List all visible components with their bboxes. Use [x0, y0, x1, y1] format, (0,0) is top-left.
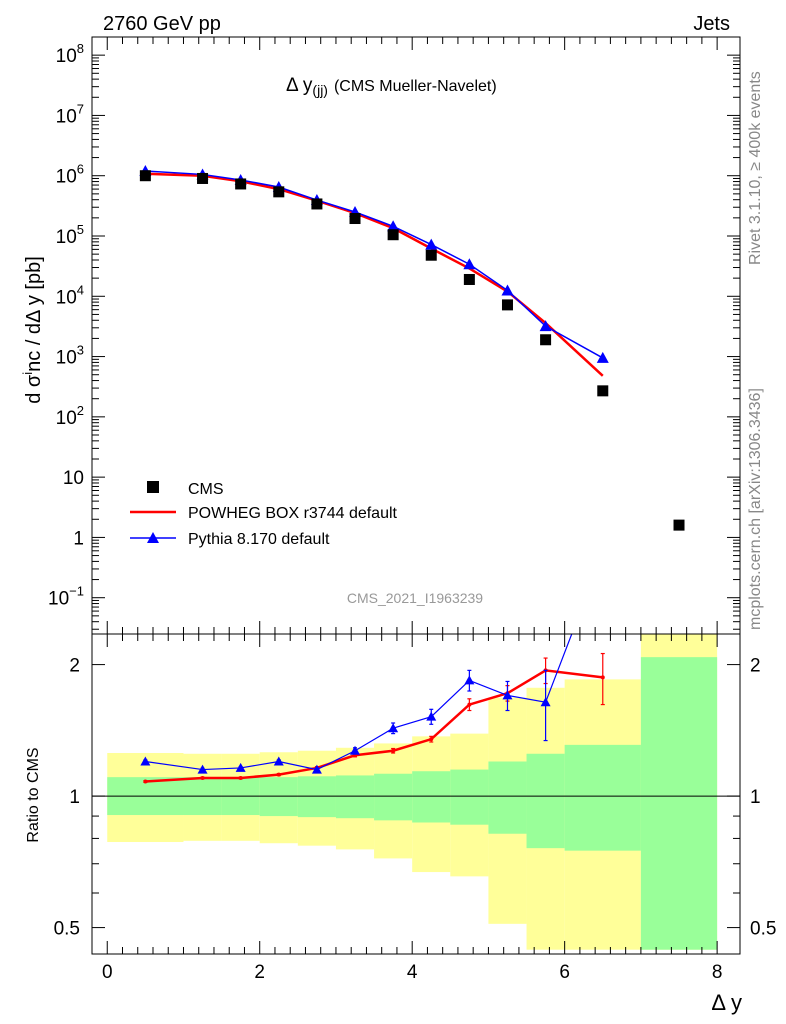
main-ytick-label: 108: [56, 41, 84, 67]
ratio-xtick-label: 0: [102, 962, 113, 983]
rivet-label: Rivet 3.1.10, ≥ 400k events: [747, 71, 764, 265]
ratio-ytick-label-right: 1: [750, 787, 761, 808]
pythia-ratio-point: [502, 690, 513, 700]
band-inner: [450, 769, 489, 825]
title-rest: (CMS Mueller-Navelet): [334, 78, 497, 95]
ratio-ytick-label: 2: [69, 656, 80, 677]
legend-marker-cms: [147, 481, 159, 493]
ratio-xtick-label: 2: [254, 962, 265, 983]
band-inner: [335, 775, 375, 819]
ylabel-sup: i: [20, 372, 35, 375]
pythia-point: [596, 351, 609, 363]
main-ytick-label: 105: [56, 222, 84, 248]
powheg-ratio-point: [429, 737, 434, 742]
ratio-xlabel: Δ y: [711, 990, 742, 1015]
powheg-ratio-point: [391, 748, 396, 753]
title-sub: (jj): [312, 82, 328, 98]
cms-point: [197, 172, 209, 184]
powheg-ratio-point: [200, 776, 205, 781]
ratio-frame: [91, 633, 741, 955]
pythia-ratio-point: [464, 675, 475, 685]
main-ytick-label: 103: [56, 343, 84, 369]
powheg-ratio-point: [238, 776, 243, 781]
ratio-xtick-label: 4: [407, 962, 418, 983]
pythia-ratio-point: [388, 723, 399, 733]
pythia-ratio-point: [197, 764, 208, 774]
pythia-ratio-point: [140, 756, 151, 766]
band-inner: [526, 753, 565, 849]
main-ytick-label: 1: [73, 528, 84, 549]
legend-label-cms: CMS: [188, 481, 224, 498]
ratio-xtick-label: 6: [559, 962, 570, 983]
chart-title: Δ y(jj) (CMS Mueller-Navelet): [286, 75, 497, 98]
pythia-ratio-point: [350, 745, 361, 755]
pythia-point: [387, 220, 400, 232]
pythia-line: [145, 170, 604, 359]
header-left: 2760 GeV pp: [103, 13, 221, 35]
cms-point: [273, 186, 285, 198]
cms-point: [501, 299, 513, 311]
ratio-ytick-label: 1: [69, 787, 80, 808]
pythia-ratio-point: [311, 764, 322, 774]
ylabel-b: nc / dΔ y [pb]: [23, 256, 45, 372]
band-inner: [259, 777, 298, 817]
band-inner: [374, 773, 413, 821]
main-ytick-label: 104: [56, 282, 84, 308]
main-panel: 108 107 106 105 104 103 102 10−1 10 1: [48, 36, 741, 635]
powheg-ratio-point: [276, 772, 281, 777]
pythia-point: [425, 238, 438, 250]
legend: CMS POWHEG BOX r3744 default Pythia 8.17…: [130, 481, 398, 548]
cms-point: [597, 385, 609, 397]
watermark: CMS_2021_I1963239: [347, 590, 483, 606]
powheg-line: [145, 172, 604, 377]
pythia-ratio-point: [598, 548, 608, 557]
header-right: Jets: [693, 13, 730, 35]
ratio-ylabel: Ratio to CMS: [25, 747, 42, 842]
legend-label-pythia: Pythia 8.170 default: [188, 531, 330, 548]
main-ytick-label: 10: [63, 468, 84, 489]
ratio-ytick-label: 0.5: [54, 919, 80, 940]
band-inner: [564, 744, 641, 851]
powheg-ratio-point: [467, 702, 472, 707]
main-ytick-label: 102: [56, 403, 84, 429]
pythia-ratio-point: [235, 762, 246, 772]
pythia-ratio-point: [426, 711, 437, 721]
source-label: mcplots.cern.ch [arXiv:1306.3436]: [747, 388, 764, 630]
legend-marker-pythia: [147, 532, 159, 543]
powheg-ratio-point: [600, 675, 605, 680]
title-main: Δ y: [286, 75, 313, 96]
legend-label-powheg: POWHEG BOX r3744 default: [188, 505, 398, 522]
ratio-line: [145, 669, 603, 783]
cms-point: [425, 249, 437, 261]
pythia-ratio-point: [273, 756, 284, 766]
pythia-point: [539, 320, 552, 332]
pythia-point: [501, 284, 514, 296]
ratio-xtick-label: 8: [712, 962, 723, 983]
cms-point: [235, 178, 247, 190]
pythia-ratio-point: [540, 697, 551, 707]
ratio-line: [145, 634, 573, 771]
cms-point: [311, 198, 323, 210]
cms-point: [463, 273, 475, 285]
pythia-point: [463, 258, 476, 270]
cms-point: [139, 170, 151, 182]
main-ytick-label: 10−1: [48, 584, 84, 610]
ratio-ytick-label-right: 2: [750, 656, 761, 677]
powheg-ratio-point: [143, 779, 148, 784]
ratio-ytick-label-right: 0.5: [750, 919, 776, 940]
ratio-panel: 2 2 1 1 0.5 0.5 0 2 4 6 8: [54, 548, 776, 983]
ylabel-a: d σ: [23, 374, 45, 404]
band-inner: [297, 776, 336, 818]
cms-point: [540, 334, 552, 346]
band-inner: [488, 761, 527, 834]
cms-point: [387, 229, 399, 241]
main-ylabel: d σinc / dΔ y [pb]: [20, 256, 45, 404]
cms-point: [673, 519, 685, 531]
main-ytick-label: 107: [56, 101, 84, 127]
main-ytick-label: 106: [56, 162, 84, 188]
band-inner: [412, 771, 451, 823]
cms-point: [349, 213, 361, 225]
band-inner: [640, 657, 718, 950]
